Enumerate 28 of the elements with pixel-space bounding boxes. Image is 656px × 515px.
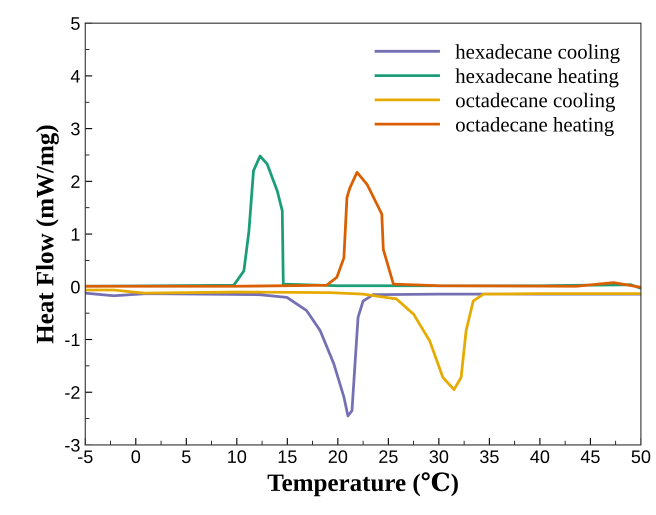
x-tick-label: 45 bbox=[580, 450, 600, 464]
x-tick-label: -5 bbox=[78, 450, 93, 464]
y-tick-label: 2 bbox=[71, 175, 80, 188]
x-tick-label: 30 bbox=[430, 450, 448, 464]
x-tick-label: 20 bbox=[328, 450, 348, 464]
y-tick-label: 0 bbox=[71, 280, 80, 294]
x-axis-title: Temperature (℃) bbox=[268, 472, 458, 496]
x-tick-label: 15 bbox=[278, 450, 297, 464]
x-tick-label: 0 bbox=[131, 450, 140, 464]
legend-label: octadecane cooling bbox=[456, 92, 616, 112]
y-tick-label: 3 bbox=[71, 122, 80, 136]
y-tick-label: -3 bbox=[65, 438, 80, 452]
y-tick-label: -2 bbox=[65, 386, 80, 399]
y-tick-label: 5 bbox=[71, 17, 80, 30]
x-tick-label: 50 bbox=[632, 450, 650, 464]
y-tick-label: 4 bbox=[70, 70, 80, 82]
legend-label: octadecane heating bbox=[456, 116, 614, 136]
y-tick-label: 1 bbox=[72, 228, 80, 241]
x-tick-label: 5 bbox=[182, 450, 191, 464]
x-tick-label: 35 bbox=[480, 450, 499, 464]
x-tick-label: 25 bbox=[379, 450, 398, 464]
y-tick-label: -1 bbox=[65, 334, 80, 346]
x-tick-label: 40 bbox=[530, 450, 550, 464]
y-axis-title: Heat Flow (mW/mg) bbox=[36, 125, 59, 344]
line-series bbox=[85, 288, 641, 391]
x-tick-label: 10 bbox=[228, 450, 246, 464]
legend-label: hexadecane cooling bbox=[455, 44, 620, 64]
legend-label: hexadecane heating bbox=[455, 68, 619, 88]
